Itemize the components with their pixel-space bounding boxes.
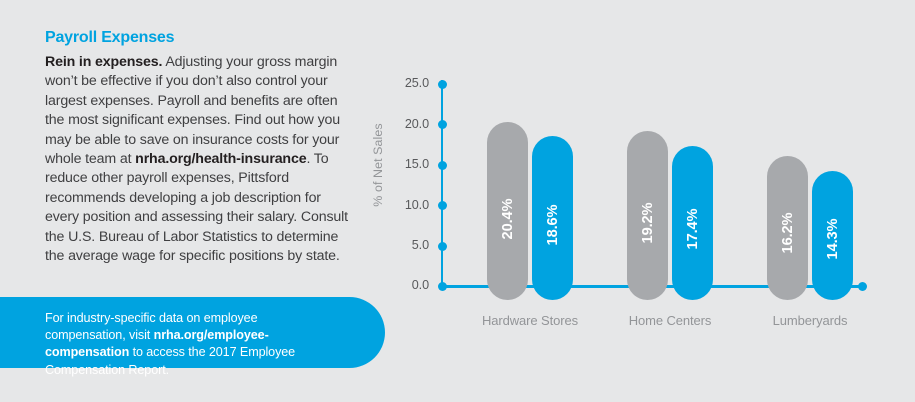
callout-banner: For industry-specific data on employee c… bbox=[0, 297, 385, 377]
y-axis-tick-dot bbox=[437, 201, 447, 211]
y-axis-tick-dot bbox=[437, 120, 447, 130]
bar-value-label: 18.6% bbox=[544, 204, 561, 246]
y-axis-tick-dot bbox=[437, 241, 447, 251]
body-text-part-1: Adjusting your gross margin won’t be eff… bbox=[45, 54, 340, 168]
callout-text: For industry-specific data on employee c… bbox=[45, 310, 335, 379]
y-axis-title: % of Net Sales bbox=[371, 123, 385, 207]
health-insurance-link[interactable]: nrha.org/health-insurance bbox=[135, 151, 307, 168]
text-column: Payroll Expenses Rein in expenses. Adjus… bbox=[0, 0, 400, 402]
y-tick-label: 15.0 bbox=[404, 157, 429, 172]
bar bbox=[672, 145, 713, 301]
x-category-label: Hardware Stores bbox=[481, 313, 579, 328]
x-category-label: Lumberyards bbox=[772, 313, 848, 328]
employee-compensation-link[interactable]: nrha.org/employee-compensation bbox=[45, 328, 269, 360]
bar bbox=[767, 155, 808, 301]
x-axis-end-dot bbox=[858, 281, 867, 291]
y-tick-label: 10.0 bbox=[404, 197, 429, 212]
bar-value-label: 17.4% bbox=[684, 208, 701, 250]
y-tick-label: 5.0 bbox=[411, 238, 429, 252]
body-text-part-2: . To reduce other payroll expenses, Pitt… bbox=[45, 151, 348, 265]
y-tick-label: 0.0 bbox=[411, 278, 429, 293]
page-title: Payroll Expenses bbox=[45, 29, 175, 46]
y-axis-tick-dot bbox=[437, 160, 447, 170]
bar-chart: % of Net Sales 0.0 5.0 10.0 15.0 20.0 25.0 20… bbox=[360, 0, 915, 402]
body-paragraph: Rein in expenses. Adjusting your gross m… bbox=[45, 53, 349, 266]
y-axis-line bbox=[441, 80, 444, 287]
y-tick-label: 20.0 bbox=[404, 116, 429, 131]
y-axis-tick-dot bbox=[437, 281, 447, 291]
bar-value-label: 16.2% bbox=[779, 212, 796, 254]
bar bbox=[532, 136, 573, 301]
callout-text-part-1: For industry-specific data on employee c… bbox=[45, 311, 258, 343]
y-tick-label: 25.0 bbox=[404, 76, 429, 91]
callout-text-part-2: to access the 2017 Employee Compensation… bbox=[45, 345, 296, 377]
body-lead-in: Rein in expenses. bbox=[45, 54, 163, 70]
bar-value-label: 19.2% bbox=[639, 202, 656, 244]
x-category-label: Home Centers bbox=[628, 313, 712, 328]
bar bbox=[627, 131, 668, 301]
bar bbox=[487, 121, 528, 301]
bar-value-label: 14.3% bbox=[824, 218, 841, 260]
bar-value-label: 20.4% bbox=[499, 199, 516, 240]
y-axis-tick-dot bbox=[437, 79, 447, 89]
bar bbox=[812, 170, 853, 301]
